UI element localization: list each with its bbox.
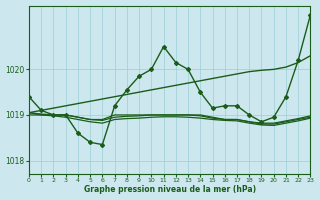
X-axis label: Graphe pression niveau de la mer (hPa): Graphe pression niveau de la mer (hPa) bbox=[84, 185, 256, 194]
